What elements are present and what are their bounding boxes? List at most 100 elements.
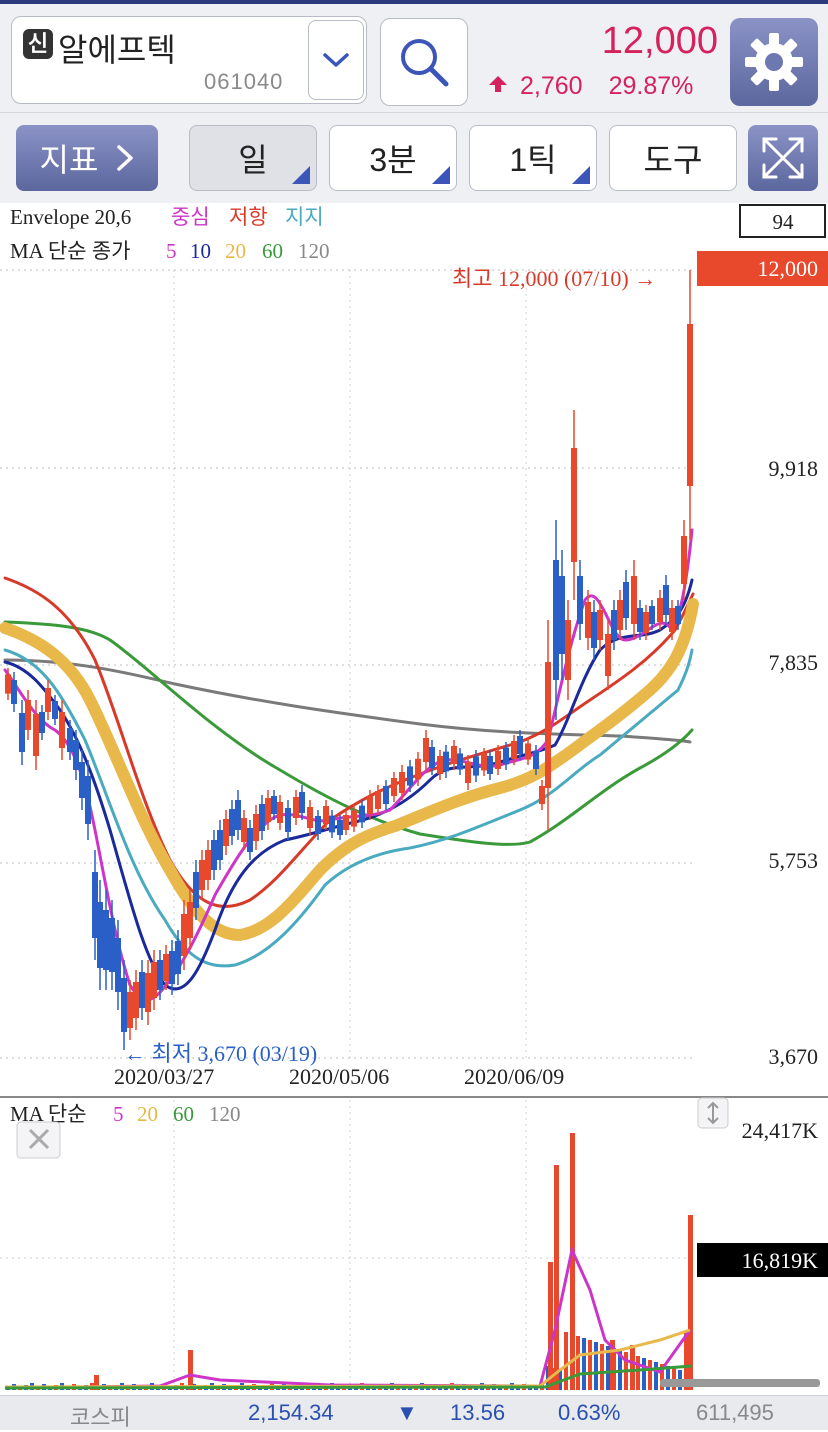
candle-body (663, 585, 669, 615)
candle-body (465, 762, 471, 783)
low-price-label: ← 최저 3,670 (03/19) (124, 1041, 317, 1066)
y-tick-label: 5,753 (769, 848, 819, 873)
volume-max-label: 24,417K (742, 1118, 819, 1143)
settings-button[interactable] (730, 18, 818, 106)
candle-body (217, 830, 223, 860)
candle-body (539, 786, 545, 804)
candle-body (605, 634, 611, 676)
period-minute-button[interactable]: 3분 (329, 125, 457, 191)
candle-body (415, 758, 421, 780)
candle-body (407, 766, 413, 786)
candle-body (253, 814, 259, 841)
ma10-line (3, 578, 694, 991)
volume-current-tag (697, 1243, 828, 1277)
candlesticks (5, 270, 693, 1050)
period-day-label: 일 (238, 142, 268, 178)
search-icon (401, 39, 449, 87)
candle-body (391, 778, 397, 796)
chart-grid (0, 269, 696, 1390)
volume-bar (648, 1360, 652, 1390)
stock-dropdown-button[interactable] (308, 20, 364, 100)
candle-body (637, 608, 643, 632)
resize-arrows-icon (707, 1101, 719, 1125)
candle-body (247, 828, 253, 852)
candle-body (33, 714, 39, 756)
candle-body (429, 747, 435, 768)
volume-bar (654, 1362, 658, 1390)
market-status-bar: 코스피 2,154.34 ▼ 13.56 0.63% 611,495 (0, 1395, 828, 1430)
envelope-legend-resist: 저항 (229, 205, 268, 229)
candle-body (205, 850, 211, 880)
candle-body (375, 791, 381, 809)
candle-body (199, 860, 205, 890)
chart-toolbar: 지표 일 3분 1틱 도구 (0, 112, 828, 203)
period-tick-button[interactable]: 1틱 (469, 125, 597, 191)
ma-legend-20: 20 (225, 239, 246, 263)
volume-bar (576, 1336, 580, 1390)
volume-ma20-line (4, 1328, 691, 1389)
ma-legend-name: MA 단순 종가 (10, 239, 130, 263)
volume-bar (636, 1356, 640, 1390)
candle-body (383, 786, 389, 804)
credit-badge: 신 (23, 29, 53, 59)
volume-legend-60: 60 (173, 1102, 194, 1126)
candle-body (451, 746, 457, 764)
y-tick-label: 3,670 (769, 1044, 819, 1069)
volume-bar (606, 1346, 610, 1390)
candle-body (133, 982, 139, 1018)
envelope-legend-support: 지지 (285, 205, 324, 229)
candle-body (669, 608, 675, 632)
candle-body (121, 978, 127, 1032)
volume-bar (630, 1345, 635, 1390)
change-percent: 29.87% (608, 72, 694, 100)
candle-body (163, 954, 169, 981)
candle-body (265, 798, 271, 822)
volume-legend-20: 20 (137, 1102, 158, 1126)
change-amount: 2,760 (520, 72, 583, 100)
volume-bar (570, 1133, 575, 1390)
candle-body (25, 700, 31, 730)
volume-current-value: 16,819K (742, 1248, 819, 1273)
price-chart[interactable]: Envelope 20,6 중심 저항 지지 MA 단순 종가 5 10 20 … (0, 202, 828, 1395)
candle-body (503, 747, 509, 765)
candle-body (315, 816, 321, 834)
candle-body (169, 951, 175, 984)
candle-body (631, 576, 637, 624)
candle-body (223, 819, 229, 846)
volume-bar (588, 1340, 592, 1390)
candle-body (597, 610, 603, 640)
volume-ma60-line (4, 1364, 693, 1390)
horizontal-scrollbar[interactable] (660, 1379, 820, 1387)
volume-bar (666, 1366, 670, 1390)
candle-body (127, 992, 133, 1028)
candle-body (5, 674, 11, 694)
volume-bar (188, 1350, 193, 1390)
tools-button[interactable]: 도구 (609, 125, 737, 191)
period-tick-label: 1틱 (509, 142, 557, 178)
volume-bar (94, 1375, 99, 1390)
indicator-button[interactable]: 지표 (16, 125, 158, 191)
dropdown-corner-icon (432, 166, 450, 184)
candle-body (59, 712, 65, 748)
expand-button[interactable] (748, 125, 818, 191)
volume-bar (564, 1332, 568, 1390)
volume-bar (582, 1338, 586, 1390)
candle-body (585, 602, 591, 638)
volume-bars (4, 1133, 693, 1390)
close-icon (28, 1128, 50, 1150)
index-percent: 0.63% (558, 1400, 621, 1425)
top-accent-line (0, 0, 828, 4)
header: 신 알에프텍 061040 12,000 2,760 29.87% (0, 4, 828, 112)
candle-body (229, 809, 235, 836)
stock-selector[interactable]: 신 알에프텍 061040 (11, 16, 367, 104)
high-price-label: 최고 12,000 (07/10) → (452, 266, 656, 291)
search-button[interactable] (380, 18, 468, 106)
envelope-legend-name: Envelope 20,6 (10, 205, 131, 229)
candle-body (52, 701, 58, 719)
candle-body (85, 776, 91, 824)
candle-body (103, 910, 109, 970)
candle-body (115, 938, 121, 992)
count-value: 94 (773, 210, 795, 234)
period-day-button[interactable]: 일 (189, 125, 317, 191)
period-minute-label: 3분 (369, 142, 417, 178)
